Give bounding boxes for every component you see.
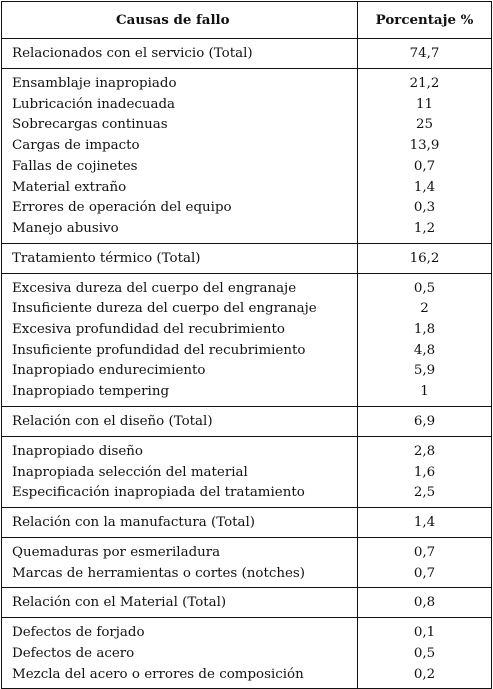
group-total-row: Relación con la manufactura (Total) 1,4: [1, 506, 492, 538]
cause-percent: 0,1: [357, 617, 492, 645]
table-row: Inapropiado diseño 2,8: [1, 435, 492, 463]
cause-percent: 1,6: [413, 464, 436, 480]
group-total-value: 0,8: [357, 587, 492, 618]
table-row: Marcas de herramientas o cortes (notches…: [1, 563, 492, 588]
table-row: Ensamblaje inapropiado 21,2: [1, 67, 492, 95]
table-row: Quemaduras por esmeriladura 0,7: [1, 536, 492, 564]
group-total-label: Tratamiento térmico (Total): [1, 242, 358, 274]
cause-label: Inapropiada selección del material: [1, 462, 358, 484]
table-row: Cargas de impacto 13,9: [1, 136, 492, 157]
cause-label: Inapropiado endurecimiento: [1, 361, 358, 383]
cause-label: Manejo abusivo: [1, 218, 358, 244]
table-row: Material extraño 1,4: [1, 177, 492, 199]
group-total-row: Relación con el Material (Total) 0,8: [1, 587, 492, 618]
header-percent: Porcentaje %: [357, 1, 492, 39]
table-row: Errores de operación del equipo 0,3: [1, 198, 492, 219]
table-row: Fallas de cojinetes 0,7: [1, 156, 492, 178]
group-total-value: 16,2: [357, 242, 492, 274]
cause-label: Quemaduras por esmeriladura: [1, 536, 358, 564]
table-header-row: Causas de fallo Porcentaje %: [1, 1, 492, 39]
cause-percent: 1,8: [413, 322, 436, 338]
cause-label: Cargas de impacto: [1, 136, 358, 157]
cause-percent: 4,8: [413, 342, 436, 358]
group-total-label: Relacionados con el servicio (Total): [1, 38, 358, 69]
cause-percent: 1,2: [413, 220, 436, 236]
cause-label: Excesiva dureza del cuerpo del engranaje: [1, 272, 358, 300]
cause-percent: 0,5: [357, 272, 492, 300]
group-total-label: Relación con el Material (Total): [1, 587, 358, 618]
table-row: Inapropiado endurecimiento 5,9: [1, 361, 492, 383]
cause-percent: 2,8: [357, 435, 492, 463]
table-row: Insuficiente profundidad del recubrimien…: [1, 340, 492, 362]
cause-percent: 1,4: [413, 179, 436, 195]
table-row: Insuficiente dureza del cuerpo del engra…: [1, 299, 492, 321]
cause-label: Especificación inapropiada del tratamien…: [1, 483, 358, 508]
group-total-value: 6,9: [357, 405, 492, 437]
table-row: Defectos de acero 0,5: [1, 644, 492, 665]
table-row: Defectos de forjado 0,1: [1, 617, 492, 645]
cause-percent: 1: [420, 384, 429, 400]
table-row: Mezcla del acero o errores de composició…: [1, 664, 492, 689]
table-body: Relacionados con el servicio (Total) 74,7…: [1, 38, 492, 689]
table-row: Sobrecargas continuas 25: [1, 115, 492, 137]
cause-percent: 25: [415, 117, 434, 133]
group-total-row: Relación con el diseño (Total) 6,9: [1, 405, 492, 437]
cause-label: Ensamblaje inapropiado: [1, 67, 358, 95]
cause-percent: 0,2: [413, 666, 436, 682]
cause-percent: 0,3: [413, 200, 436, 216]
cause-percent: 0,7: [357, 536, 492, 564]
cause-label: Defectos de acero: [1, 644, 358, 665]
cause-label: Defectos de forjado: [1, 617, 358, 645]
cause-label: Errores de operación del equipo: [1, 198, 358, 219]
cause-percent: 0,7: [413, 565, 436, 581]
table-row: Inapropiada selección del material 1,6: [1, 462, 492, 484]
group-total-row: Relacionados con el servicio (Total) 74,7: [1, 38, 492, 69]
cause-label: Marcas de herramientas o cortes (notches…: [1, 563, 358, 588]
cause-percent: 21,2: [357, 67, 492, 95]
cause-label: Insuficiente profundidad del recubrimien…: [1, 340, 358, 362]
cause-label: Excesiva profundidad del recubrimiento: [1, 320, 358, 341]
group-total-label: Relación con la manufactura (Total): [1, 506, 358, 538]
cause-label: Material extraño: [1, 177, 358, 199]
cause-label: Lubricación inadecuada: [1, 94, 358, 116]
table-row: Excesiva profundidad del recubrimiento 1,…: [1, 320, 492, 341]
cause-percent: 0,7: [413, 158, 436, 174]
group-total-value: 1,4: [357, 506, 492, 538]
cause-label: Fallas de cojinetes: [1, 156, 358, 178]
cause-percent: 11: [415, 96, 434, 112]
cause-percent: 2: [420, 301, 429, 317]
cause-label: Inapropiado tempering: [1, 382, 358, 407]
cause-label: Inapropiado diseño: [1, 435, 358, 463]
group-total-value: 74,7: [409, 46, 440, 61]
group-total-label: Relación con el diseño (Total): [1, 405, 358, 437]
table-row: Inapropiado tempering 1: [1, 382, 492, 407]
table-row: Lubricación inadecuada 11: [1, 94, 492, 116]
table-row: Manejo abusivo 1,2: [1, 218, 492, 244]
cause-label: Insuficiente dureza del cuerpo del engra…: [1, 299, 358, 321]
table-row: Excesiva dureza del cuerpo del engranaje…: [1, 272, 492, 300]
cause-percent: 2,5: [413, 485, 436, 501]
cause-label: Sobrecargas continuas: [1, 115, 358, 137]
cause-label: Mezcla del acero o errores de composició…: [1, 664, 358, 689]
cause-percent: 13,9: [409, 138, 440, 154]
cause-percent: 5,9: [413, 363, 436, 379]
table-row: Especificación inapropiada del tratamien…: [1, 483, 492, 508]
header-cause: Causas de fallo: [1, 1, 358, 39]
group-total-row: Tratamiento térmico (Total) 16,2: [1, 242, 492, 274]
cause-percent: 0,5: [413, 646, 436, 662]
